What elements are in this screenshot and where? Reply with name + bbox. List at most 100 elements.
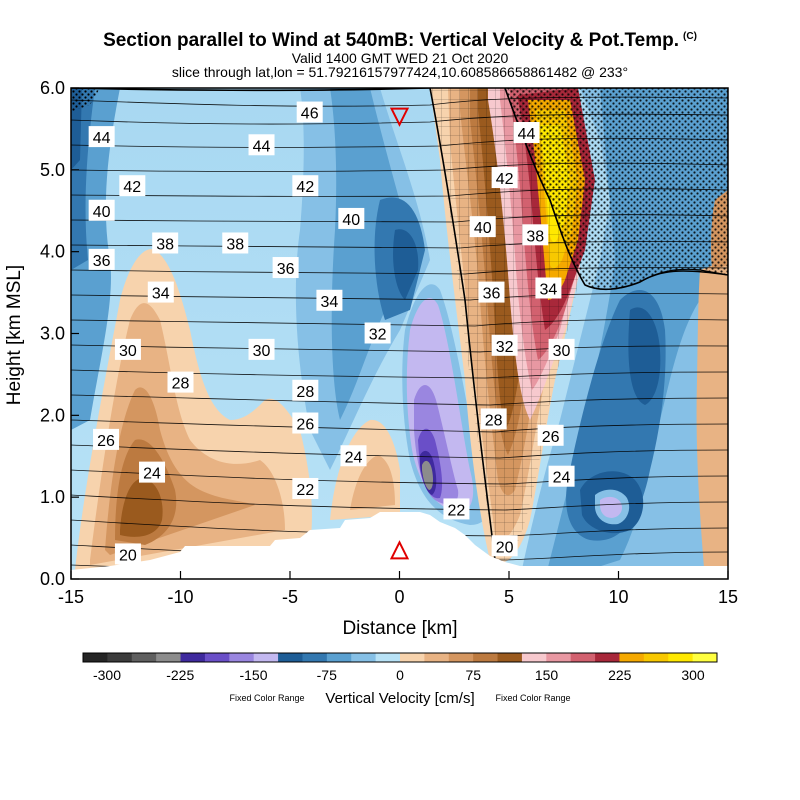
x-tick-label: -5 (282, 587, 298, 607)
theta-label-box (491, 334, 518, 356)
x-tick-label: 5 (504, 587, 514, 607)
theta-label: 28 (167, 371, 194, 393)
colorbar-swatch (448, 653, 474, 662)
x-tick-label: 15 (718, 587, 738, 607)
theta-label-box (296, 101, 323, 123)
theta-label-text: 42 (496, 171, 514, 188)
theta-label-text: 40 (342, 212, 360, 229)
y-tick-label: 2.0 (40, 405, 65, 425)
theta-label-text: 32 (369, 327, 387, 344)
theta-label-box (88, 248, 115, 270)
theta-label: 28 (292, 379, 319, 401)
theta-label-text: 42 (296, 179, 314, 196)
theta-label-box (535, 277, 562, 299)
theta-label-text: 36 (483, 286, 501, 303)
theta-label-text: 24 (345, 449, 363, 466)
theta-label-box (272, 257, 299, 279)
colorbar-left-note: Fixed Color Range (229, 693, 304, 703)
vertical-velocity-field (71, 88, 728, 579)
theta-label: 20 (114, 543, 141, 565)
colorbar-swatch (131, 653, 157, 662)
theta-label: 30 (548, 338, 575, 360)
colorbar-swatch (375, 653, 401, 662)
colorbar-swatch (595, 653, 620, 662)
y-axis: 0.0 1.0 2.0 3.0 4.0 5.0 6.0 (40, 78, 79, 589)
theta-label-box (548, 465, 575, 487)
colorbar-frame (82, 652, 718, 663)
colorbar-swatch (643, 653, 669, 662)
theta-label-text: 36 (277, 261, 295, 278)
theta-label: 30 (248, 338, 275, 360)
theta-label-box (248, 134, 275, 156)
theta-label-box (114, 543, 141, 565)
triangle-down-marker (389, 107, 410, 127)
theta-label-text: 40 (93, 204, 111, 221)
theta-label-box (152, 232, 179, 254)
theta-label-text: 38 (526, 228, 544, 245)
theta-label-box (248, 338, 275, 360)
theta-label: 42 (491, 167, 518, 189)
colorbar-swatch (83, 653, 108, 662)
theta-label-text: 26 (97, 433, 115, 450)
slice-location-text: slice through lat,lon = 51.7921615797742… (171, 64, 629, 80)
colorbar-swatch (156, 653, 181, 662)
theta-label: 24 (340, 445, 367, 467)
theta-label: 42 (119, 175, 146, 197)
theta-label-text: 28 (172, 376, 190, 393)
theta-label: 26 (292, 412, 319, 434)
theta-label-box (491, 535, 518, 557)
chart-title: Section parallel to Wind at 540mB: Verti… (0, 30, 800, 52)
colorbar-swatch (253, 653, 279, 662)
theta-label: 28 (480, 408, 507, 430)
theta-label: 38 (522, 224, 549, 246)
theta-label-box (338, 207, 365, 229)
copyright-symbol: (C) (683, 30, 697, 42)
theta-label-box (119, 175, 146, 197)
theta-label-text: 30 (553, 343, 571, 360)
y-axis-title: Height [km MSL] (4, 265, 25, 405)
theta-label-box (93, 428, 120, 450)
theta-label: 40 (469, 216, 496, 238)
theta-label: 36 (478, 281, 505, 303)
chart-title-text: Section parallel to Wind at 540mB: Verti… (103, 30, 680, 51)
theta-label: 40 (88, 199, 115, 221)
theta-label-text: 42 (123, 179, 141, 196)
location-markers (389, 107, 410, 560)
theta-label: 40 (338, 207, 365, 229)
theta-label-text: 30 (119, 343, 137, 360)
theta-label-text: 26 (542, 429, 560, 446)
theta-label-box (364, 322, 391, 344)
triangle-up-marker (389, 540, 410, 560)
theta-label: 34 (147, 281, 174, 303)
theta-label-text: 44 (93, 130, 111, 147)
theta-label-text: 24 (143, 466, 161, 483)
y-tick-label: 6.0 (40, 78, 65, 98)
theta-label-box (88, 199, 115, 221)
theta-label-box (292, 477, 319, 499)
colorbar-swatch (302, 653, 328, 662)
theta-label: 22 (443, 498, 470, 520)
theta-contour-labels: 44 42 40 38 36 34 30 28 26 24 20 46 44 42 40 38 36 34 32 30… (88, 101, 575, 565)
theta-label: 38 (222, 232, 249, 254)
colorbar-swatch (278, 653, 303, 662)
theta-label: 26 (93, 428, 120, 450)
theta-label-box (480, 408, 507, 430)
valid-time-text: Valid 1400 GMT WED 21 Oct 2020 (291, 50, 509, 66)
colorbar-tick-label: 150 (535, 667, 559, 683)
theta-label-text: 20 (496, 539, 514, 556)
colorbar-swatch (668, 653, 694, 662)
theta-label: 20 (491, 535, 518, 557)
colorbar-tick-label: 0 (396, 667, 404, 683)
x-tick-label: 10 (608, 587, 628, 607)
theta-label: 36 (272, 257, 299, 279)
colorbar-tick-label: -75 (317, 667, 337, 683)
y-tick-label: 5.0 (40, 160, 65, 180)
colorbar-tick-label: -300 (93, 667, 121, 683)
theta-label-text: 28 (296, 384, 314, 401)
colorbar-swatch (204, 653, 230, 662)
theta-label-text: 38 (156, 236, 174, 253)
theta-label-text: 34 (540, 281, 558, 298)
theta-label: 30 (114, 338, 141, 360)
x-tick-label: -10 (167, 587, 193, 607)
theta-label-box (548, 338, 575, 360)
